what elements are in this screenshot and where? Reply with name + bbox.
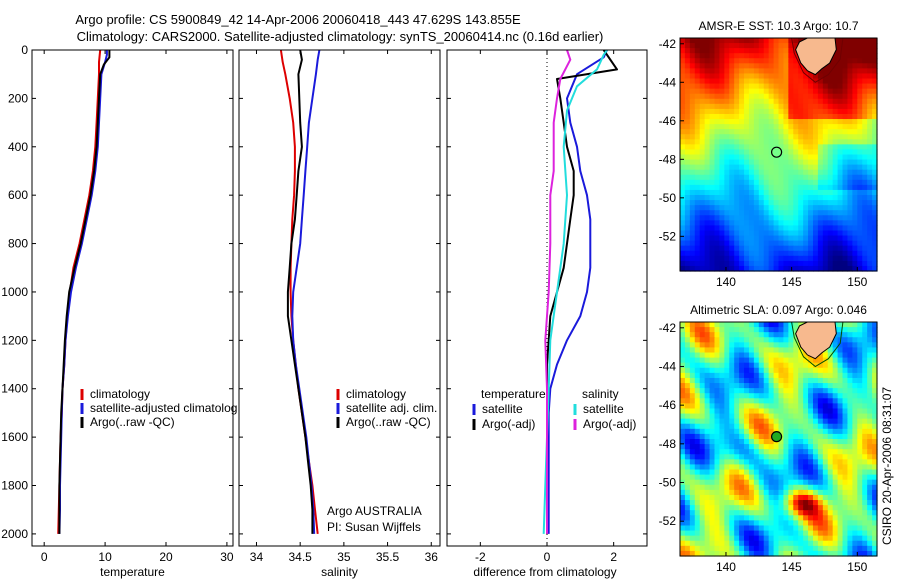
y-tick-label: -46 bbox=[659, 398, 677, 412]
series-line-argo-raw-qc bbox=[58, 50, 111, 534]
y-tick-label: -48 bbox=[659, 152, 677, 166]
heatmap-cells bbox=[680, 322, 878, 557]
header-line-2: Climatology: CARS2000. Satellite-adjuste… bbox=[77, 29, 604, 44]
x-tick-label: 35.5 bbox=[376, 550, 400, 564]
map-title: Altimetric SLA: 0.097 Argo: 0.046 bbox=[690, 303, 867, 317]
plot-area bbox=[32, 50, 233, 546]
x-tick-label: 34.5 bbox=[288, 550, 312, 564]
y-tick-label: -50 bbox=[659, 191, 677, 205]
legend-entry: Argo(-adj) bbox=[583, 417, 636, 431]
y-tick-label: -44 bbox=[659, 75, 677, 89]
legend-entry: satellite-adjusted climatolog bbox=[90, 401, 237, 415]
legend-heading-salinity: salinity bbox=[582, 387, 619, 401]
y-tick-label: 1200 bbox=[1, 333, 28, 347]
land-tasmania bbox=[795, 37, 837, 76]
credit-organization: Argo AUSTRALIA bbox=[327, 504, 422, 518]
heatmap-cells bbox=[680, 38, 878, 272]
map-frame bbox=[679, 37, 878, 272]
legend-entry: satellite bbox=[482, 402, 523, 416]
y-tick-label: 800 bbox=[8, 237, 28, 251]
y-tick-label: -50 bbox=[659, 476, 677, 490]
y-tick-label: 2000 bbox=[1, 527, 28, 541]
y-tick-label: 1800 bbox=[1, 479, 28, 493]
header-line-1: Argo profile: CS 5900849_42 14-Apr-2006 … bbox=[75, 12, 521, 27]
x-tick-label: 140 bbox=[716, 560, 736, 574]
legend-entry: Argo(..raw -QC) bbox=[346, 415, 431, 429]
x-tick-label: 140 bbox=[716, 275, 736, 289]
shelf-contour bbox=[791, 37, 844, 83]
y-tick-label: -52 bbox=[659, 229, 677, 243]
x-tick-label: 150 bbox=[847, 275, 867, 289]
plot-area bbox=[239, 50, 440, 546]
y-tick-label: -44 bbox=[659, 359, 677, 373]
salinity-panel: 34 34.5 35 35.5 36 salinity climatologysatelli… bbox=[238, 49, 441, 579]
series-line-salinity-argo-adj bbox=[544, 49, 572, 534]
y-tick-label: -52 bbox=[659, 514, 677, 528]
sla-map-panel: Altimetric SLA: 0.097 Argo: 0.046 140 145 1… bbox=[659, 303, 878, 574]
shelf-contour bbox=[791, 321, 844, 368]
x-tick-label: 34 bbox=[250, 550, 264, 564]
sst-map-panel: AMSR-E SST: 10.3 Argo: 10.7 140 145 150 -42 -… bbox=[659, 19, 878, 289]
x-tick-label: 20 bbox=[159, 550, 173, 564]
y-tick-label: 400 bbox=[8, 140, 28, 154]
y-tick-label: -48 bbox=[659, 437, 677, 451]
legend-entry: Argo(-adj) bbox=[482, 417, 535, 431]
y-tick-label: -42 bbox=[659, 37, 677, 51]
credit-pi: PI: Susan Wijffels bbox=[327, 520, 421, 534]
x-tick-label: 0 bbox=[41, 550, 48, 564]
legend-entry: climatology bbox=[346, 387, 406, 401]
x-tick-label: 10 bbox=[98, 550, 112, 564]
x-tick-label: 2 bbox=[610, 550, 617, 564]
map-frame bbox=[679, 321, 878, 557]
y-tick-label: -46 bbox=[659, 114, 677, 128]
map-title: AMSR-E SST: 10.3 Argo: 10.7 bbox=[698, 19, 858, 33]
x-axis-label: difference from climatology bbox=[473, 565, 616, 579]
temperature-panel: 0 10 20 30 temperature 0 200 400 600 800 1000 1200 1… bbox=[1, 43, 237, 579]
y-tick-label: 600 bbox=[8, 188, 28, 202]
profile-location-marker bbox=[770, 146, 783, 158]
x-tick-label: 35 bbox=[337, 550, 351, 564]
legend-heading-temperature: temperature bbox=[481, 387, 546, 401]
profile-location-marker bbox=[770, 431, 783, 443]
y-tick-label: 200 bbox=[8, 91, 28, 105]
x-tick-label: 145 bbox=[782, 275, 802, 289]
y-tick-label: 1600 bbox=[1, 430, 28, 444]
x-tick-label: -2 bbox=[475, 550, 486, 564]
y-tick-label: 1000 bbox=[1, 285, 28, 299]
y-tick-label: 0 bbox=[21, 43, 28, 57]
x-tick-label: 0 bbox=[544, 550, 551, 564]
x-tick-label: 145 bbox=[782, 560, 802, 574]
plot-frame bbox=[31, 49, 234, 547]
x-tick-label: 150 bbox=[847, 560, 867, 574]
legend-entry: Argo(..raw -QC) bbox=[90, 415, 175, 429]
x-axis-label: salinity bbox=[321, 565, 358, 579]
legend-entry: satellite bbox=[583, 402, 624, 416]
legend-entry: climatology bbox=[90, 387, 150, 401]
series-line-argo-raw-qc bbox=[286, 49, 314, 534]
x-axis-label: temperature bbox=[100, 565, 165, 579]
x-tick-label: 30 bbox=[220, 550, 234, 564]
land-tasmania bbox=[795, 321, 837, 360]
x-tick-label: 36 bbox=[425, 550, 439, 564]
series-line-temperature-satellite bbox=[547, 49, 608, 534]
y-tick-label: 1400 bbox=[1, 382, 28, 396]
y-tick-label: -42 bbox=[659, 321, 677, 335]
timestamp-stamp: CSIRO 20-Apr-2006 08:31:07 bbox=[880, 387, 894, 545]
legend-entry: satellite adj. clim. bbox=[346, 401, 437, 415]
plot-frame bbox=[238, 49, 441, 547]
